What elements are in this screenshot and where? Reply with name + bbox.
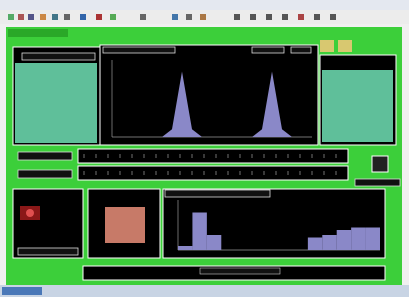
label-field (18, 152, 72, 160)
histogram-bar (366, 228, 380, 251)
title-bar (0, 0, 409, 10)
tool-icon[interactable] (52, 14, 58, 20)
label-field (22, 53, 95, 60)
display-area (15, 63, 97, 143)
histogram-bar (337, 230, 351, 250)
tool-icon[interactable] (250, 14, 256, 20)
tool-icon[interactable] (282, 14, 288, 20)
color-swatch (105, 207, 145, 243)
tool-icon[interactable] (140, 14, 146, 20)
indicator-light (26, 209, 34, 217)
spectrum-panel (100, 45, 318, 145)
histogram-bar (322, 235, 336, 250)
tool-icon[interactable] (298, 14, 304, 20)
tool-icon[interactable] (40, 14, 46, 20)
tool-icon[interactable] (330, 14, 336, 20)
panel-tab (8, 29, 68, 37)
tool-icon[interactable] (80, 14, 86, 20)
icon-button[interactable] (320, 40, 334, 52)
tool-icon[interactable] (234, 14, 240, 20)
tool-icon[interactable] (96, 14, 102, 20)
display-area (322, 70, 393, 142)
label-field (252, 47, 284, 53)
tool-icon[interactable] (18, 14, 24, 20)
checkbox[interactable] (372, 156, 388, 172)
tool-icon[interactable] (200, 14, 206, 20)
histogram-bar (207, 235, 221, 250)
tool-icon[interactable] (186, 14, 192, 20)
tool-icon[interactable] (314, 14, 320, 20)
label-field (18, 170, 72, 178)
page: {"peak_chart":{"type":"area","values":[0… (0, 0, 409, 297)
tool-icon[interactable] (172, 14, 178, 20)
slider-strip[interactable] (78, 166, 348, 180)
tool-icon[interactable] (8, 14, 14, 20)
screen (0, 0, 409, 297)
histogram-bar (178, 246, 192, 250)
icon-button[interactable] (338, 40, 352, 52)
toolbar (0, 10, 409, 24)
status-field (200, 268, 280, 274)
tool-icon[interactable] (266, 14, 272, 20)
histogram-bar (351, 228, 365, 251)
slider-strip[interactable] (78, 149, 348, 163)
label-field (18, 248, 78, 255)
histogram-bar (192, 213, 206, 251)
start-button[interactable] (2, 287, 42, 295)
tool-icon[interactable] (64, 14, 70, 20)
label-field (103, 47, 175, 53)
taskbar (0, 285, 409, 297)
label-field (165, 190, 270, 197)
label-field (291, 47, 311, 53)
histogram-bar (308, 238, 322, 251)
button[interactable] (355, 179, 400, 186)
tool-icon[interactable] (110, 14, 116, 20)
tool-icon[interactable] (28, 14, 34, 20)
